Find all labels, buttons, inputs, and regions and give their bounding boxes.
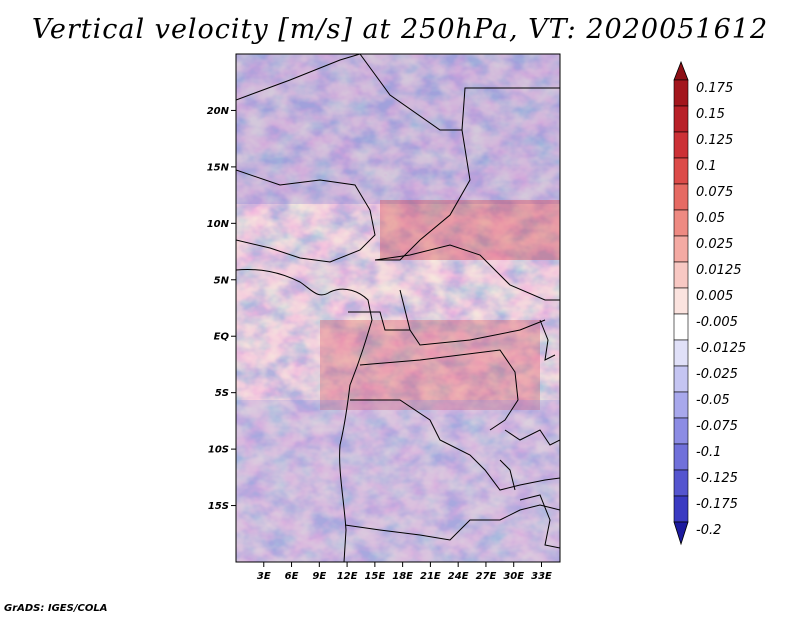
lon-tick-label: 18E bbox=[392, 571, 413, 582]
colorbar-labels: 0.175 0.15 0.125 0.1 0.075 0.05 0.025 0.0125 0.0… bbox=[696, 81, 746, 538]
colorbar-level-label: 0.175 bbox=[696, 81, 733, 96]
colorbar-level-label: -0.1 bbox=[696, 445, 721, 460]
colorbar-top-arrow bbox=[673, 60, 689, 81]
colorbar-box bbox=[673, 391, 689, 419]
velocity-field bbox=[236, 54, 560, 562]
colorbar-box bbox=[673, 79, 689, 107]
colorbar-box bbox=[673, 209, 689, 237]
colorbar-bottom-arrow bbox=[673, 521, 689, 546]
lon-tick-label: 30E bbox=[503, 571, 524, 582]
lat-tick-label: 20N bbox=[207, 106, 230, 117]
lon-tick-label: 27E bbox=[476, 571, 497, 582]
lon-tick-label: 33E bbox=[531, 571, 552, 582]
colorbar-level-label: -0.0125 bbox=[696, 341, 746, 356]
colorbar-level-label: 0.0125 bbox=[696, 263, 742, 278]
lon-tick-label: 24E bbox=[448, 571, 469, 582]
grads-credit: GrADS: IGES/COLA bbox=[4, 603, 108, 614]
colorbar-box bbox=[673, 235, 689, 263]
lat-tick-label: 15S bbox=[208, 501, 229, 512]
colorbar-level-label: 0.05 bbox=[696, 211, 725, 226]
lon-tick-label: 3E bbox=[257, 571, 271, 582]
colorbar-box bbox=[673, 313, 689, 341]
lat-tick-label: 5N bbox=[214, 275, 230, 286]
colorbar-box bbox=[673, 417, 689, 445]
colorbar-level-label: 0.125 bbox=[696, 133, 733, 148]
map-frame bbox=[235, 53, 561, 563]
lon-tick-label: 15E bbox=[364, 571, 385, 582]
longitude-axis: 3E 6E 9E 12E 15E 18E 21E 24E 27E 30E 33E bbox=[257, 562, 552, 582]
colorbar-level-label: -0.05 bbox=[696, 393, 730, 408]
colorbar-level-label: 0.15 bbox=[696, 107, 725, 122]
colorbar-box bbox=[673, 287, 689, 315]
colorbar-box bbox=[673, 495, 689, 523]
colorbar-level-label: 0.025 bbox=[696, 237, 733, 252]
colorbar-level-label: -0.175 bbox=[696, 497, 738, 512]
colorbar-level-label: 0.075 bbox=[696, 185, 733, 200]
colorbar-level-label: 0.005 bbox=[696, 289, 733, 304]
colorbar-box bbox=[673, 183, 689, 211]
country-borders bbox=[236, 54, 560, 562]
colorbar-box bbox=[673, 469, 689, 497]
colorbar-box bbox=[673, 443, 689, 471]
map-title: Vertical velocity [m/s] at 250hPa, VT: 2… bbox=[31, 14, 769, 45]
colorbar-level-label: -0.075 bbox=[696, 419, 738, 434]
lon-tick-label: 6E bbox=[285, 571, 299, 582]
lat-tick-label: 10S bbox=[208, 445, 229, 456]
colorbar-box bbox=[673, 105, 689, 133]
colorbar-box bbox=[673, 157, 689, 185]
lon-tick-label: 21E bbox=[420, 571, 441, 582]
colorbar-box bbox=[673, 131, 689, 159]
latitude-axis: 20N 15N 10N 5N EQ 5S 10S 15S bbox=[207, 106, 236, 512]
colorbar-level-label: -0.125 bbox=[696, 471, 738, 486]
colorbar-boxes bbox=[673, 60, 689, 546]
lat-tick-label: 15N bbox=[207, 162, 230, 173]
colorbar-level-label: -0.005 bbox=[696, 315, 738, 330]
lon-tick-label: 12E bbox=[337, 571, 358, 582]
colorbar-box bbox=[673, 261, 689, 289]
colorbar-level-label: -0.025 bbox=[696, 367, 738, 382]
lat-tick-label: 5S bbox=[215, 388, 229, 399]
lon-tick-label: 9E bbox=[312, 571, 326, 582]
colorbar-level-label: 0.1 bbox=[696, 159, 717, 174]
colorbar-level-label: -0.2 bbox=[696, 523, 721, 538]
lat-tick-label: EQ bbox=[214, 332, 230, 343]
colorbar-box bbox=[673, 339, 689, 367]
lat-tick-label: 10N bbox=[207, 219, 230, 230]
colorbar-box bbox=[673, 365, 689, 393]
